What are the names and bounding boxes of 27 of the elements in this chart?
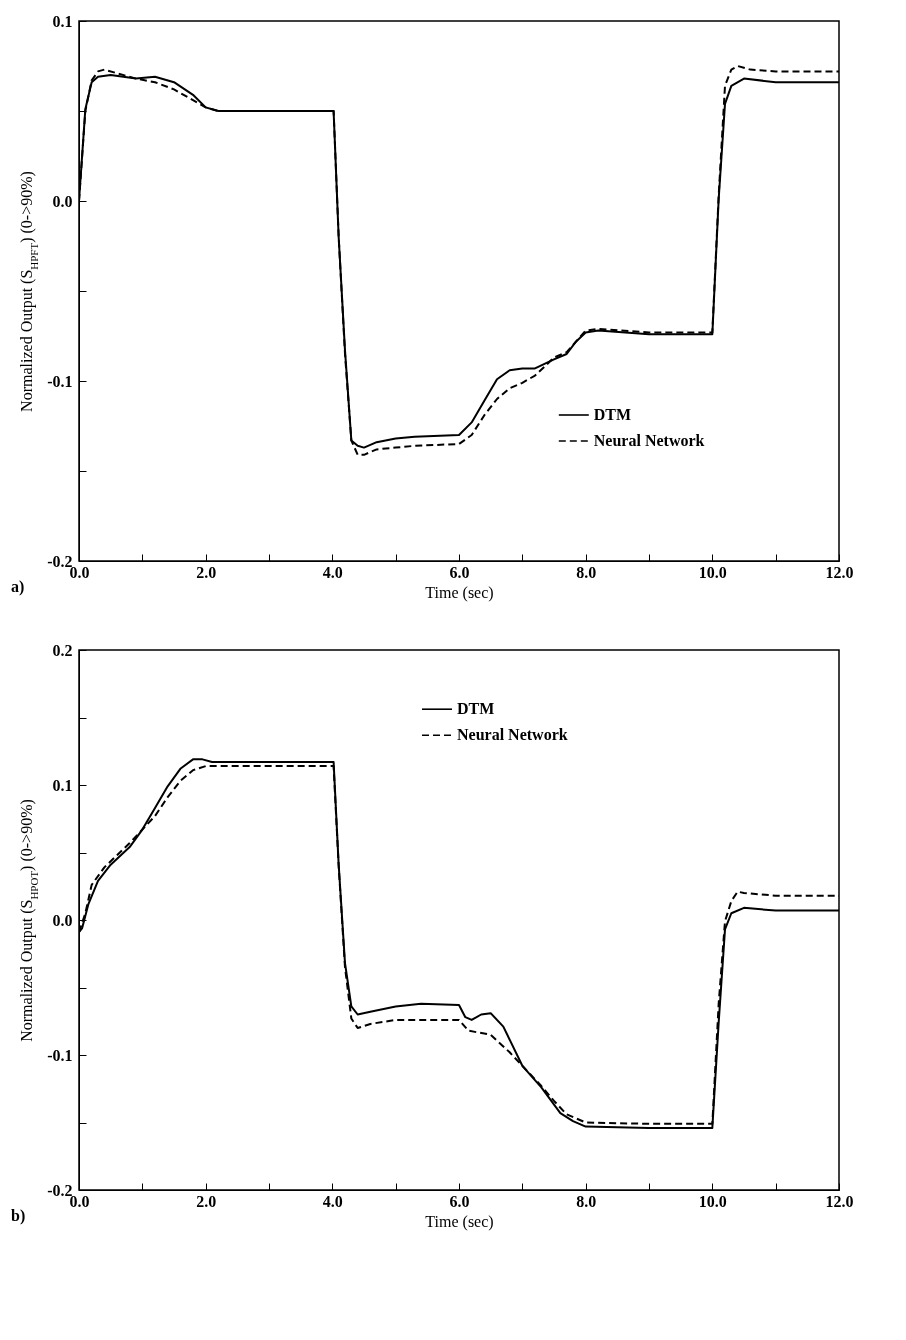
x-tick-label: 8.0 [576, 563, 597, 581]
y-tick-label: 0.2 [52, 641, 73, 659]
y-tick-label: 0.0 [52, 192, 73, 210]
x-tick-label: 8.0 [576, 1192, 597, 1210]
x-tick-label: 2.0 [196, 563, 217, 581]
x-tick-label: 12.0 [825, 1192, 854, 1210]
x-tick-label: 4.0 [322, 563, 343, 581]
x-axis-title: Time (sec) [425, 583, 494, 602]
legend-label: DTM [593, 406, 632, 423]
text: b) [11, 1207, 26, 1225]
x-tick-label: 2.0 [196, 1192, 217, 1210]
y-tick-label: -0.1 [47, 1046, 73, 1064]
legend-label: Neural Network [457, 726, 568, 744]
x-tick-label: 6.0 [449, 1192, 470, 1210]
legend-label: Neural Network [593, 432, 705, 449]
x-axis-title: Time (sec) [425, 1212, 494, 1231]
text: a) [11, 578, 25, 596]
x-tick-label: 6.0 [449, 563, 470, 581]
y-tick-label: 0.0 [52, 911, 73, 929]
x-tick-label: 10.0 [698, 1192, 727, 1210]
y-tick-label: -0.1 [47, 372, 73, 390]
x-tick-label: 4.0 [322, 1192, 343, 1210]
legend-label: DTM [457, 700, 495, 718]
y-tick-label: 0.1 [52, 12, 73, 30]
x-tick-label: 12.0 [825, 563, 854, 581]
x-tick-label: 10.0 [698, 563, 727, 581]
y-tick-label: 0.1 [52, 776, 73, 794]
